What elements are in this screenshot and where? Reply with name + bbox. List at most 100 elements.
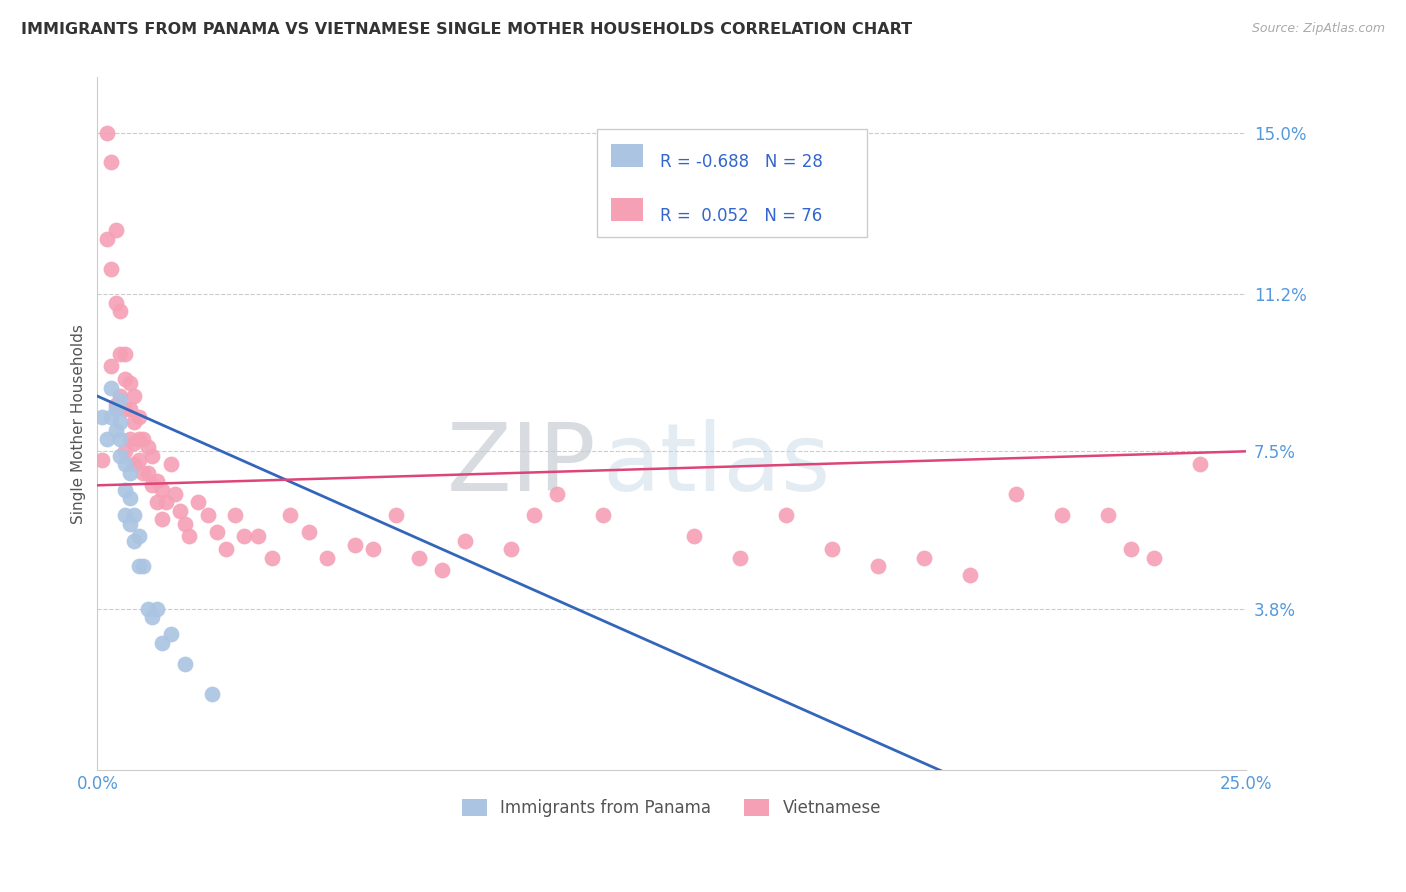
Point xyxy=(110,346,132,360)
Point xyxy=(1188,457,1211,471)
Point xyxy=(1143,550,1166,565)
Point xyxy=(160,457,183,471)
Point xyxy=(132,559,155,574)
FancyBboxPatch shape xyxy=(596,129,866,236)
Point xyxy=(278,508,301,522)
Point xyxy=(136,440,159,454)
Point xyxy=(1119,542,1142,557)
Point xyxy=(114,346,136,360)
Point xyxy=(730,550,752,565)
Point xyxy=(96,126,118,140)
Y-axis label: Single Mother Households: Single Mother Households xyxy=(72,324,86,524)
Point xyxy=(104,398,127,412)
Point xyxy=(110,393,132,408)
Point xyxy=(260,550,283,565)
Point xyxy=(201,686,224,700)
Point xyxy=(247,529,270,543)
Point xyxy=(128,529,150,543)
Point xyxy=(100,381,122,395)
Point xyxy=(104,295,127,310)
Point xyxy=(546,487,568,501)
Point xyxy=(173,516,195,531)
Point xyxy=(165,487,187,501)
Point xyxy=(160,627,183,641)
Point xyxy=(430,563,453,577)
Point xyxy=(146,474,169,488)
Point xyxy=(118,376,141,391)
Point xyxy=(150,512,173,526)
Point xyxy=(128,410,150,425)
Point xyxy=(523,508,546,522)
Point xyxy=(132,466,155,480)
Point xyxy=(96,432,118,446)
Point xyxy=(114,444,136,458)
Point xyxy=(215,542,238,557)
Point xyxy=(118,491,141,505)
Point xyxy=(110,449,132,463)
Point xyxy=(1050,508,1073,522)
Text: R = -0.688   N = 28: R = -0.688 N = 28 xyxy=(659,153,823,171)
Point xyxy=(316,550,339,565)
Point xyxy=(298,524,321,539)
Point xyxy=(959,567,981,582)
Point xyxy=(683,529,706,543)
Point xyxy=(361,542,384,557)
Text: IMMIGRANTS FROM PANAMA VS VIETNAMESE SINGLE MOTHER HOUSEHOLDS CORRELATION CHART: IMMIGRANTS FROM PANAMA VS VIETNAMESE SIN… xyxy=(21,22,912,37)
Point xyxy=(100,359,122,374)
Point xyxy=(136,466,159,480)
Point xyxy=(173,657,195,671)
Point xyxy=(136,601,159,615)
Point xyxy=(499,542,522,557)
Point xyxy=(118,432,141,446)
Point xyxy=(110,304,132,318)
Point xyxy=(100,410,122,425)
Text: Source: ZipAtlas.com: Source: ZipAtlas.com xyxy=(1251,22,1385,36)
Point xyxy=(155,495,177,509)
Point xyxy=(122,415,145,429)
Point xyxy=(128,559,150,574)
Point xyxy=(114,401,136,416)
Point xyxy=(122,389,145,403)
Point xyxy=(233,529,256,543)
Point xyxy=(912,550,935,565)
Text: R =  0.052   N = 76: R = 0.052 N = 76 xyxy=(659,207,823,225)
Point xyxy=(146,495,169,509)
FancyBboxPatch shape xyxy=(610,198,643,221)
Point xyxy=(385,508,408,522)
Point xyxy=(454,533,477,548)
Point xyxy=(100,155,122,169)
Point xyxy=(169,504,191,518)
Point xyxy=(205,524,228,539)
Point xyxy=(114,508,136,522)
Point xyxy=(118,401,141,416)
Point xyxy=(114,457,136,471)
Point xyxy=(110,415,132,429)
Point xyxy=(114,483,136,497)
Point xyxy=(1097,508,1119,522)
Point xyxy=(821,542,844,557)
Point xyxy=(775,508,797,522)
Point xyxy=(141,449,163,463)
Point xyxy=(100,261,122,276)
Point xyxy=(592,508,614,522)
Point xyxy=(150,483,173,497)
Point xyxy=(1005,487,1028,501)
Point xyxy=(104,401,127,416)
Point xyxy=(104,423,127,437)
Point xyxy=(128,453,150,467)
Point xyxy=(122,435,145,450)
Text: atlas: atlas xyxy=(603,419,831,511)
Point xyxy=(122,457,145,471)
Point xyxy=(104,223,127,237)
Point xyxy=(197,508,219,522)
Point xyxy=(110,432,132,446)
Point xyxy=(187,495,209,509)
Point xyxy=(91,453,114,467)
Point xyxy=(141,478,163,492)
Point xyxy=(110,389,132,403)
Point xyxy=(128,432,150,446)
Point xyxy=(122,508,145,522)
Point xyxy=(114,372,136,386)
FancyBboxPatch shape xyxy=(610,145,643,168)
Point xyxy=(224,508,246,522)
